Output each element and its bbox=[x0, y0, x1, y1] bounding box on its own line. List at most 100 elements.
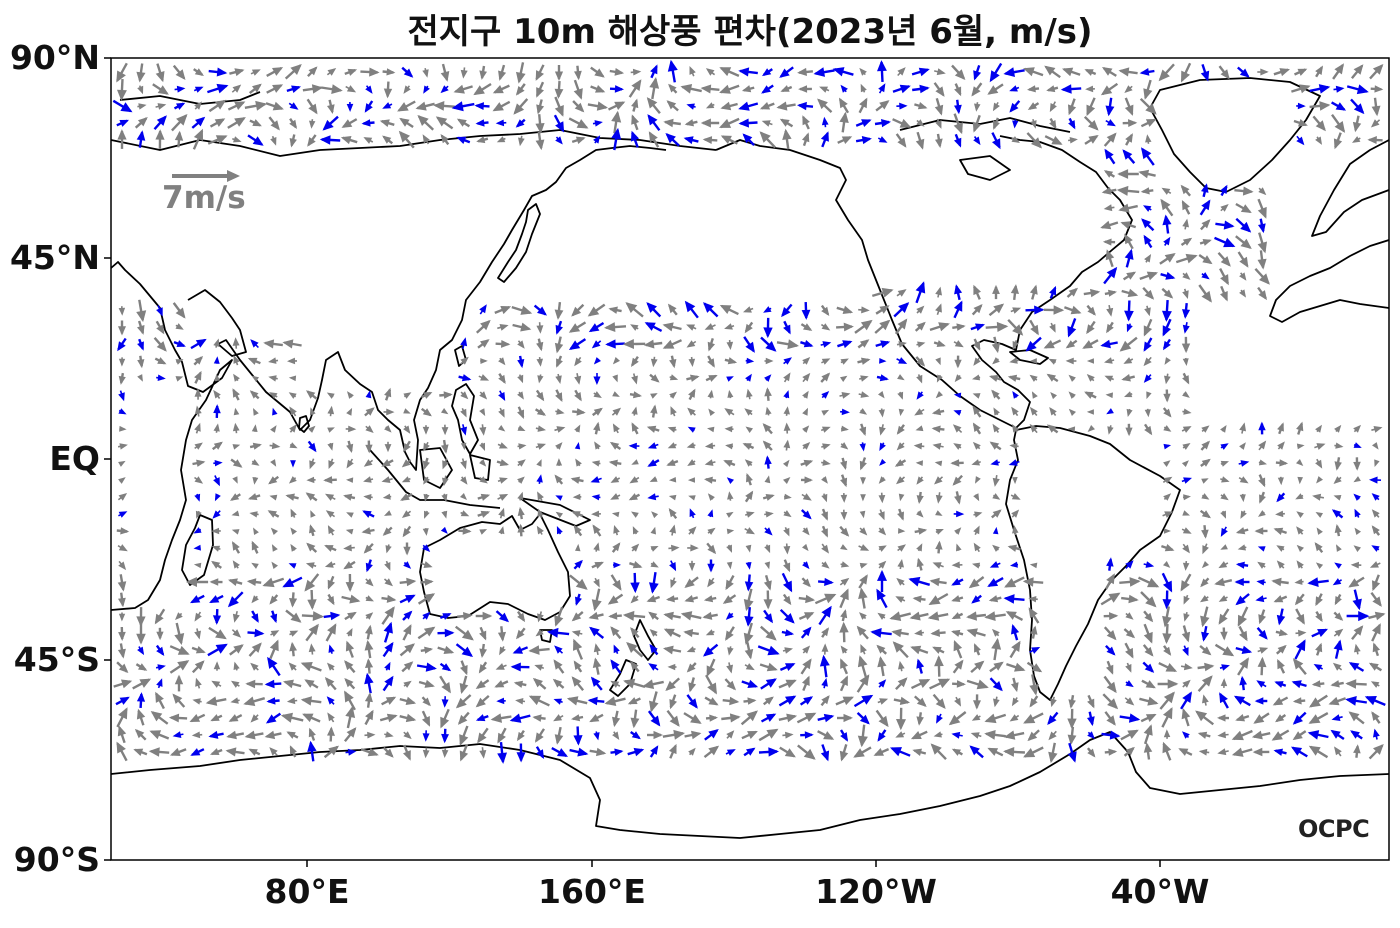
wind-arrow-head bbox=[821, 561, 830, 569]
wind-arrow-head bbox=[727, 647, 734, 656]
wind-arrow-head bbox=[1372, 64, 1384, 75]
wind-arrow-head bbox=[1086, 358, 1094, 364]
wind-arrow-head bbox=[290, 527, 297, 535]
wind-arrow-head bbox=[1297, 68, 1308, 76]
wind-arrow-head bbox=[363, 137, 373, 144]
wind-arrow-head bbox=[230, 697, 239, 704]
wind-arrow-head bbox=[840, 645, 848, 654]
wind-arrow-head bbox=[1311, 680, 1321, 688]
wind-arrow-head bbox=[232, 560, 240, 569]
wind-arrow-head bbox=[213, 356, 220, 364]
wind-arrow-head bbox=[554, 105, 564, 117]
wind-arrow-head bbox=[1086, 104, 1096, 117]
wind-arrow-head bbox=[1353, 744, 1361, 754]
wind-arrow-head bbox=[232, 422, 240, 432]
wind-arrow-head bbox=[1087, 748, 1096, 758]
wind-arrow-head bbox=[1129, 577, 1141, 587]
wind-arrow-head bbox=[669, 524, 676, 534]
wind-arrow-head bbox=[474, 102, 484, 110]
wind-arrow-head bbox=[878, 409, 885, 418]
wind-arrow-head bbox=[987, 85, 999, 95]
wind-arrow-head bbox=[308, 623, 319, 636]
wind-arrow-head bbox=[403, 85, 411, 94]
wind-arrow-head bbox=[1279, 68, 1290, 77]
wind-arrow-head bbox=[1257, 561, 1266, 569]
wind-arrow-head bbox=[343, 493, 353, 501]
wind-arrow-head bbox=[821, 358, 831, 365]
wind-arrow-head bbox=[401, 510, 411, 518]
wind-arrow-head bbox=[703, 646, 714, 657]
wind-arrow-head bbox=[118, 358, 126, 367]
wind-arrow-head bbox=[1082, 340, 1094, 349]
wind-arrow-head bbox=[938, 322, 950, 332]
wind-arrow-head bbox=[272, 67, 284, 76]
wind-arrow-head bbox=[707, 509, 714, 518]
wind-arrow-head bbox=[916, 658, 925, 669]
wind-arrow-head bbox=[403, 392, 412, 399]
wind-arrow-head bbox=[190, 748, 201, 756]
wind-arrow-head bbox=[897, 511, 904, 521]
wind-arrow-head bbox=[136, 130, 146, 141]
wind-arrow-head bbox=[441, 699, 449, 708]
wind-arrow-head bbox=[346, 85, 357, 93]
wind-arrow-head bbox=[1027, 102, 1038, 110]
wind-arrow-head bbox=[628, 442, 637, 450]
coastline-south-america bbox=[1005, 425, 1181, 701]
wind-arrow-head bbox=[764, 613, 773, 624]
wind-arrow-head bbox=[270, 630, 280, 637]
wind-arrow-head bbox=[889, 611, 902, 621]
wind-arrow-head bbox=[367, 747, 379, 757]
wind-arrow-head bbox=[576, 119, 589, 129]
wind-arrow-head bbox=[1334, 746, 1342, 756]
wind-arrow-head bbox=[631, 357, 639, 367]
wind-arrow-head bbox=[319, 135, 331, 145]
wind-arrow-head bbox=[1126, 271, 1137, 280]
wind-arrow-head bbox=[1011, 624, 1020, 635]
wind-arrow-head bbox=[1144, 307, 1151, 317]
wind-arrow-head bbox=[1373, 728, 1380, 738]
wind-arrow-head bbox=[517, 374, 524, 384]
wind-arrow-head bbox=[1010, 284, 1019, 294]
wind-arrow-head bbox=[879, 374, 889, 382]
wind-arrow-head bbox=[251, 540, 259, 551]
wind-arrow-head bbox=[937, 678, 951, 689]
wind-arrow-head bbox=[1125, 680, 1134, 688]
wind-arrow-head bbox=[155, 129, 165, 140]
wind-arrow-head bbox=[331, 84, 343, 94]
wind-arrow-head bbox=[820, 131, 829, 142]
wind-arrow-head bbox=[650, 715, 661, 727]
wind-arrow-head bbox=[596, 747, 607, 757]
wind-arrow-head bbox=[327, 427, 335, 433]
wind-arrow-head bbox=[1292, 658, 1304, 670]
wind-arrow-head bbox=[194, 630, 201, 640]
wind-arrow-head bbox=[283, 679, 294, 689]
wind-arrow-head bbox=[726, 680, 736, 691]
wind-arrow-head bbox=[435, 116, 448, 127]
wind-arrow-head bbox=[632, 526, 639, 535]
wind-arrow-head bbox=[612, 423, 620, 433]
wind-arrow-head bbox=[451, 101, 464, 112]
wind-arrow-head bbox=[532, 677, 543, 688]
wind-arrow-head bbox=[1145, 119, 1157, 127]
wind-arrow-head bbox=[1334, 63, 1344, 75]
wind-arrow-head bbox=[243, 696, 256, 707]
wind-arrow-head bbox=[289, 745, 297, 755]
wind-arrow-head bbox=[1308, 714, 1321, 724]
wind-arrow-head bbox=[291, 85, 301, 93]
wind-arrow-head bbox=[1124, 233, 1133, 245]
wind-arrow-head bbox=[1200, 70, 1210, 82]
wind-arrow-head bbox=[726, 376, 734, 382]
wind-arrow-head bbox=[1103, 170, 1114, 178]
wind-arrow-head bbox=[175, 612, 183, 620]
wind-arrow-head bbox=[233, 407, 240, 416]
wind-arrow-head bbox=[1277, 441, 1285, 450]
wind-arrow-head bbox=[1235, 595, 1246, 606]
wind-arrow-head bbox=[480, 510, 491, 518]
wind-arrow-head bbox=[1124, 85, 1133, 93]
wind-arrow-head bbox=[1043, 340, 1055, 349]
wind-arrow-head bbox=[605, 339, 616, 349]
wind-arrow-head bbox=[477, 732, 487, 744]
wind-arrow-head bbox=[1012, 424, 1019, 433]
wind-arrow-head bbox=[1308, 745, 1321, 756]
wind-arrow-head bbox=[1373, 426, 1383, 433]
